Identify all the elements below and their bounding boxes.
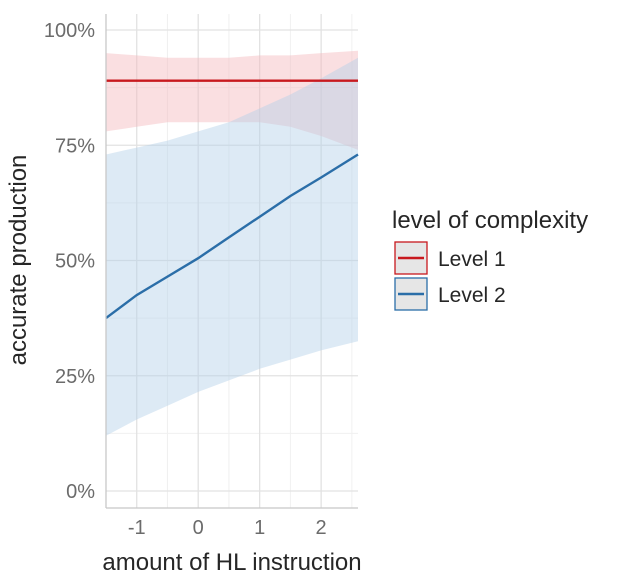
y-axis-title: accurate production	[5, 155, 32, 366]
legend-item-1: Level 1	[394, 241, 506, 275]
x-tick-label: 2	[316, 517, 327, 539]
legend-title: level of complexity	[392, 207, 588, 234]
legend-label-1: Level 1	[438, 248, 506, 271]
y-tick-label: 25%	[55, 366, 95, 388]
confidence-band-1	[106, 50, 358, 150]
y-tick-label: 0%	[66, 481, 95, 503]
legend-item-2: Level 2	[394, 277, 506, 311]
x-axis-title: amount of HL instruction	[102, 549, 361, 575]
grid	[105, 14, 358, 508]
x-tick-label: 0	[193, 517, 204, 539]
x-tick-label: -1	[128, 517, 146, 539]
tick-labels: -1 0 1 2 0% 25% 50% 75% 100%	[44, 20, 327, 539]
series-lines	[105, 79, 359, 320]
y-tick-label: 75%	[55, 135, 95, 157]
x-tick-label: 1	[254, 517, 265, 539]
y-tick-label: 100%	[44, 20, 95, 42]
legend-label-2: Level 2	[438, 284, 506, 307]
legend-items: Level 1 Level 2	[394, 241, 506, 311]
axes	[105, 14, 358, 509]
confidence-bands	[106, 50, 358, 436]
legend: level of complexity Level 1 Level 2	[392, 207, 588, 311]
confidence-band-2	[106, 57, 358, 436]
y-tick-label: 50%	[55, 251, 95, 273]
series-line-2	[105, 153, 359, 320]
